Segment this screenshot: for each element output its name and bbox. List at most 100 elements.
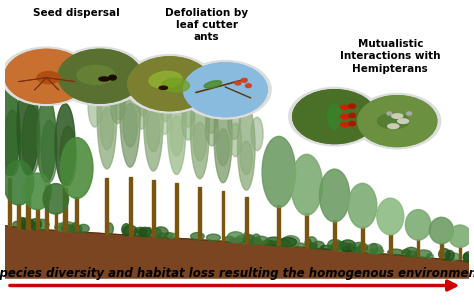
Ellipse shape: [182, 87, 195, 127]
Ellipse shape: [43, 184, 69, 214]
Ellipse shape: [217, 129, 229, 166]
Ellipse shape: [164, 233, 173, 238]
Bar: [64, 188, 67, 231]
Ellipse shape: [252, 234, 260, 244]
Bar: [105, 178, 109, 235]
Ellipse shape: [159, 80, 172, 122]
Ellipse shape: [392, 114, 403, 118]
Ellipse shape: [340, 115, 350, 119]
Ellipse shape: [72, 223, 79, 232]
Ellipse shape: [134, 227, 146, 236]
Ellipse shape: [438, 249, 450, 260]
Ellipse shape: [37, 96, 56, 182]
Bar: [459, 247, 461, 259]
Ellipse shape: [370, 243, 378, 254]
Ellipse shape: [146, 228, 152, 237]
Circle shape: [407, 112, 411, 115]
Ellipse shape: [228, 102, 240, 139]
Ellipse shape: [157, 233, 166, 238]
Ellipse shape: [359, 244, 365, 253]
Circle shape: [387, 112, 392, 115]
Ellipse shape: [0, 85, 19, 175]
Ellipse shape: [398, 119, 409, 124]
Ellipse shape: [240, 141, 252, 175]
Ellipse shape: [29, 219, 42, 230]
Ellipse shape: [163, 78, 190, 92]
Bar: [8, 178, 11, 226]
Ellipse shape: [244, 235, 255, 244]
Ellipse shape: [404, 247, 418, 257]
Ellipse shape: [263, 240, 274, 245]
Ellipse shape: [59, 224, 66, 231]
Ellipse shape: [327, 104, 342, 129]
Bar: [26, 178, 30, 229]
Circle shape: [349, 121, 356, 126]
Ellipse shape: [18, 218, 34, 229]
Ellipse shape: [13, 221, 24, 228]
Ellipse shape: [427, 254, 433, 258]
Ellipse shape: [225, 236, 234, 242]
Ellipse shape: [340, 123, 350, 127]
Ellipse shape: [251, 117, 263, 151]
Ellipse shape: [167, 71, 186, 174]
Text: Defoliation by
leaf cutter
ants: Defoliation by leaf cutter ants: [165, 8, 248, 42]
Ellipse shape: [319, 169, 350, 222]
Ellipse shape: [88, 85, 101, 127]
Ellipse shape: [135, 87, 148, 129]
Ellipse shape: [279, 238, 297, 247]
Ellipse shape: [120, 55, 140, 167]
Ellipse shape: [243, 232, 249, 244]
Bar: [152, 180, 155, 237]
Ellipse shape: [182, 102, 195, 140]
Ellipse shape: [110, 80, 125, 124]
Ellipse shape: [123, 103, 137, 147]
Circle shape: [54, 46, 146, 106]
Circle shape: [179, 60, 272, 120]
Ellipse shape: [68, 227, 75, 232]
Ellipse shape: [236, 235, 253, 243]
Circle shape: [5, 49, 88, 103]
Ellipse shape: [153, 228, 162, 238]
Ellipse shape: [204, 81, 221, 88]
Circle shape: [183, 63, 267, 117]
Text: Seed dispersal: Seed dispersal: [33, 8, 120, 17]
Ellipse shape: [191, 232, 204, 240]
Circle shape: [128, 57, 211, 111]
Bar: [175, 183, 178, 238]
Ellipse shape: [78, 224, 89, 233]
Ellipse shape: [137, 228, 146, 236]
Ellipse shape: [351, 242, 368, 253]
Bar: [45, 185, 48, 230]
Ellipse shape: [167, 233, 177, 238]
Polygon shape: [5, 226, 469, 278]
Circle shape: [183, 63, 267, 117]
Ellipse shape: [55, 223, 66, 231]
Circle shape: [293, 90, 376, 144]
Bar: [55, 213, 57, 230]
Ellipse shape: [100, 108, 114, 149]
Ellipse shape: [340, 240, 356, 252]
Ellipse shape: [149, 71, 182, 88]
Ellipse shape: [340, 246, 356, 251]
Ellipse shape: [123, 225, 137, 236]
Ellipse shape: [331, 242, 348, 251]
Ellipse shape: [328, 239, 342, 250]
Ellipse shape: [22, 220, 35, 229]
Ellipse shape: [351, 247, 363, 252]
Ellipse shape: [376, 247, 383, 254]
Bar: [199, 187, 201, 239]
Ellipse shape: [191, 80, 209, 179]
Ellipse shape: [146, 110, 160, 152]
Ellipse shape: [377, 198, 404, 235]
Ellipse shape: [366, 244, 383, 254]
Ellipse shape: [282, 236, 300, 247]
Ellipse shape: [4, 160, 34, 205]
Ellipse shape: [25, 219, 31, 229]
Bar: [440, 243, 443, 258]
Ellipse shape: [229, 123, 242, 157]
Circle shape: [123, 54, 216, 114]
Circle shape: [58, 49, 142, 103]
Ellipse shape: [308, 243, 317, 248]
Ellipse shape: [112, 78, 126, 120]
Ellipse shape: [154, 227, 168, 238]
